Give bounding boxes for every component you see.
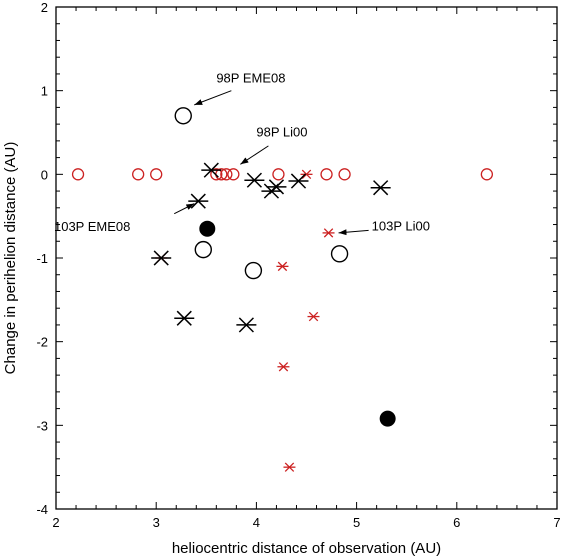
x-tick-label: 5 <box>353 515 360 530</box>
black-asterisk-point <box>174 310 195 326</box>
open-red-circle-point <box>220 168 233 181</box>
open-black-circle-point <box>330 245 349 263</box>
open-black-circle-point <box>244 261 263 280</box>
annotation-label: 103P EME08 <box>54 219 130 234</box>
data-points <box>71 107 494 472</box>
y-axis-label: Change in perihelion distance (AU) <box>2 142 19 375</box>
annotation-arrow <box>194 90 232 106</box>
red-asterisk-point <box>322 228 335 238</box>
annotation-label: 103P Li00 <box>372 218 430 233</box>
open-red-circle-point <box>227 168 240 181</box>
annotation-arrow <box>174 203 195 215</box>
annotations: 98P EME08 98P Li00 103P EME08 103P Li00 <box>54 70 430 236</box>
annotation-arrow <box>338 229 369 236</box>
y-tick-label: -2 <box>36 335 48 350</box>
black-asterisk-point <box>244 172 265 188</box>
open-red-circle-point <box>71 168 85 181</box>
filled-black-circle-point <box>379 410 396 427</box>
open-red-circle-point <box>320 168 333 181</box>
black-asterisk-point <box>288 173 309 189</box>
red-asterisk-point <box>277 362 290 372</box>
black-asterisk-point <box>266 179 287 195</box>
x-axis-label: heliocentric distance of observation (AU… <box>172 540 441 557</box>
black-asterisk-point <box>201 162 222 178</box>
filled-black-circle-point <box>199 220 216 237</box>
red-asterisk-point <box>276 261 289 272</box>
tick-labels: 2 3 4 5 6 7 -4 -3 -2 -1 0 1 2 <box>36 0 560 530</box>
open-red-circle-point <box>210 168 223 181</box>
black-asterisk-point <box>370 180 391 196</box>
open-black-circle-point <box>194 240 212 259</box>
x-tick-label: 3 <box>153 515 160 530</box>
annotation-label: 98P EME08 <box>216 70 285 85</box>
open-black-circle-point <box>174 107 192 125</box>
axis-ticks <box>55 6 558 510</box>
open-red-circle-point <box>480 168 494 181</box>
open-red-circle-point <box>338 168 351 181</box>
y-tick-label: 0 <box>41 167 48 182</box>
red-asterisk-point <box>283 462 296 472</box>
open-red-circle-point <box>132 168 145 181</box>
x-tick-label: 4 <box>253 515 260 530</box>
open-red-circle-point <box>272 168 285 181</box>
y-tick-label: -4 <box>36 502 48 517</box>
y-tick-label: 1 <box>41 84 48 99</box>
annotation-label: 98P Li00 <box>256 125 307 140</box>
y-tick-label: -1 <box>36 251 48 266</box>
x-tick-label: 2 <box>52 515 59 530</box>
x-tick-label: 6 <box>453 515 460 530</box>
black-asterisk-point <box>236 317 257 333</box>
plot-frame <box>55 6 558 510</box>
y-tick-label: -3 <box>36 418 48 433</box>
red-asterisk-point <box>300 169 313 180</box>
red-asterisk-point <box>307 311 320 322</box>
y-tick-label: 2 <box>41 0 48 15</box>
black-asterisk-point <box>151 250 172 266</box>
x-tick-label: 7 <box>553 515 560 530</box>
annotation-arrow <box>240 145 269 165</box>
open-red-circle-point <box>150 168 163 181</box>
